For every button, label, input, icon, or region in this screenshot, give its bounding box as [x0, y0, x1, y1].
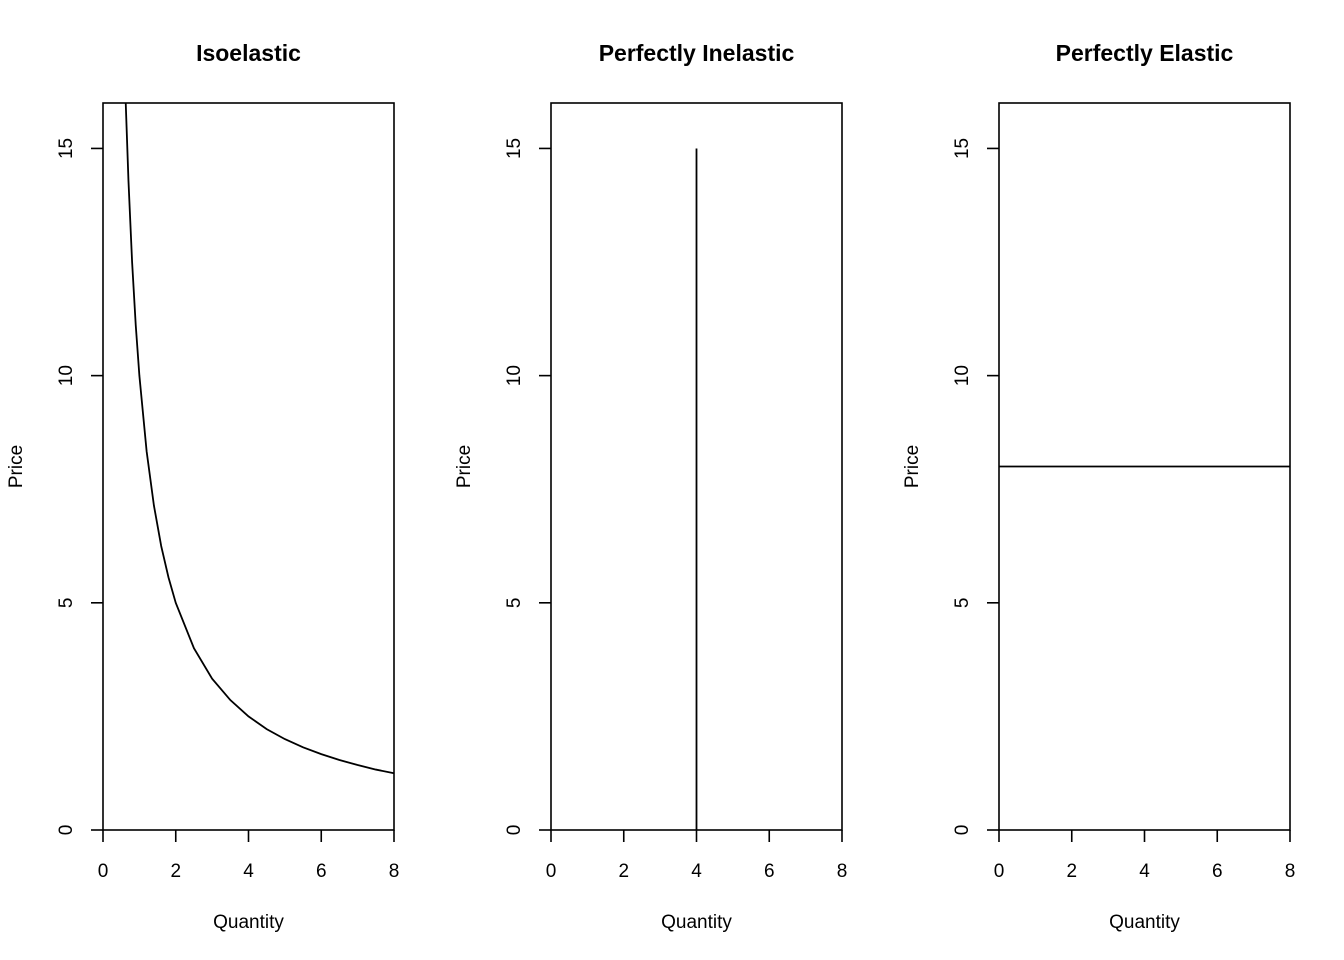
y-tick-label: 10 [56, 365, 77, 386]
y-tick-label: 10 [504, 365, 525, 386]
x-tick-label: 0 [994, 861, 1005, 882]
x-tick-label: 4 [243, 861, 254, 882]
x-tick-label: 8 [389, 861, 400, 882]
y-tick-label: 5 [56, 598, 77, 609]
y-axis-label: Price [902, 445, 923, 488]
x-axis-label: Quantity [661, 912, 732, 933]
x-tick-label: 2 [618, 861, 629, 882]
panel-2: Perfectly Inelastic 0 2 4 6 8 0 5 10 15 Quantity Pr… [454, 40, 847, 933]
plot-frame [102, 102, 395, 831]
y-tick-label: 5 [952, 598, 973, 609]
y-tick-label: 15 [952, 138, 973, 159]
x-axis-label: Quantity [1109, 912, 1180, 933]
x-axis-label: Quantity [213, 912, 284, 933]
panel-title: Perfectly Elastic [1056, 40, 1234, 66]
x-tick-label: 8 [1285, 861, 1296, 882]
x-tick-label: 6 [316, 861, 327, 882]
panel-title: Perfectly Inelastic [599, 40, 795, 66]
y-axis-label: Price [454, 445, 475, 488]
x-tick-label: 0 [98, 861, 109, 882]
y-axis-label: Price [6, 445, 27, 488]
y-tick-label: 15 [56, 138, 77, 159]
x-tick-label: 0 [546, 861, 557, 882]
x-tick-label: 2 [1066, 861, 1077, 882]
x-tick-label: 6 [764, 861, 775, 882]
y-tick-label: 15 [504, 138, 525, 159]
y-tick-label: 0 [56, 825, 77, 836]
x-tick-label: 2 [170, 861, 181, 882]
x-tick-label: 4 [691, 861, 702, 882]
x-tick-label: 8 [837, 861, 848, 882]
x-tick-label: 6 [1212, 861, 1223, 882]
x-tick-label: 4 [1139, 861, 1150, 882]
y-tick-label: 0 [504, 825, 525, 836]
y-tick-label: 10 [952, 365, 973, 386]
panel-3: Perfectly Elastic 0 2 4 6 8 0 5 10 15 Quantity Pric… [902, 40, 1295, 933]
panel-title: Isoelastic [196, 40, 301, 66]
y-tick-label: 0 [952, 825, 973, 836]
panel-1: Isoelastic 0 2 4 6 8 0 5 10 15 Quantity Price [6, 40, 399, 933]
y-tick-label: 5 [504, 598, 525, 609]
series-line [124, 102, 395, 775]
